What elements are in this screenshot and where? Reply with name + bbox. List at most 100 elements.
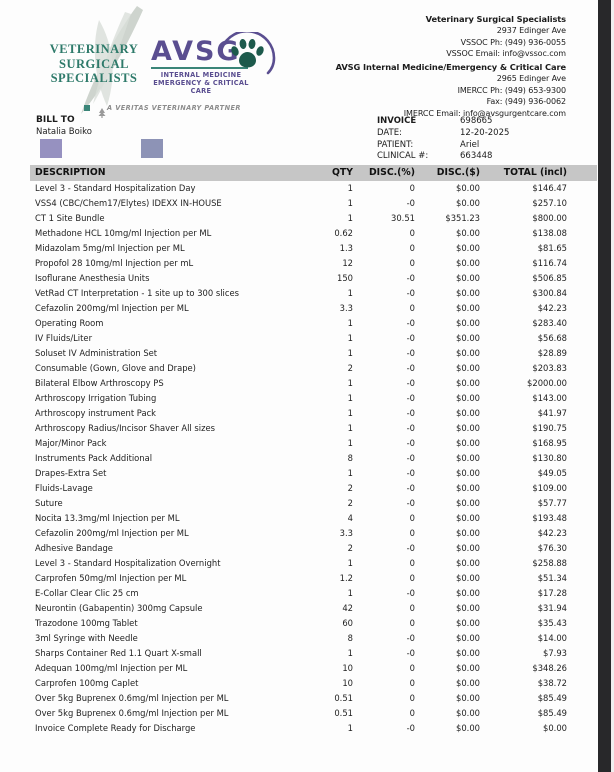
cell-disc-amt: $0.00	[456, 363, 480, 373]
invoice-clinical-value: 663448	[460, 151, 493, 162]
table-row: Instruments Pack Additional 8 -0 $0.00 $130.…	[30, 451, 597, 466]
cell-disc-amt: $0.00	[456, 528, 480, 538]
cell-description: VetRad CT Interpretation - 1 site up to …	[35, 288, 239, 298]
cell-disc-amt: $0.00	[456, 198, 480, 208]
table-row: VetRad CT Interpretation - 1 site up to …	[30, 286, 597, 301]
contact-line: 2965 Edinger Ave	[496, 74, 566, 84]
invoice-patient-value: Ariel	[460, 139, 480, 150]
feather-graphic	[55, 4, 155, 116]
vss-logo: VETERINARY SURGICAL SPECIALISTS	[44, 42, 144, 86]
cell-total: $146.47	[532, 183, 567, 193]
cell-disc-pct: 0	[409, 228, 415, 238]
invoice-patient-label: PATIENT:	[377, 139, 414, 150]
page-edge-highlight	[611, 0, 614, 772]
cell-disc-pct: -0	[406, 363, 415, 373]
invoice-date-row: DATE: 12-20-2025	[377, 128, 509, 140]
invoice-meta: INVOICE 698665 DATE: 12-20-2025 PATIENT:…	[377, 116, 509, 163]
cell-description: Methadone HCL 10mg/ml Injection per ML	[35, 228, 212, 238]
vss-logo-line: SURGICAL	[59, 56, 129, 71]
table-row: Consumable (Gown, Glove and Drape) 2 -0 $0.…	[30, 361, 597, 376]
cell-disc-pct: 0	[409, 618, 415, 628]
cell-qty: 150	[337, 273, 353, 283]
redaction-box	[141, 139, 163, 158]
cell-description: Bilateral Elbow Arthroscopy PS	[35, 378, 164, 388]
contact-line: IMERCC Ph: (949) 653-9300	[457, 85, 567, 95]
table-row: Cefazolin 200mg/ml Injection per ML 3.3 0 $…	[30, 526, 597, 541]
cell-total: $76.30	[537, 543, 567, 553]
cell-qty: 1	[347, 438, 353, 448]
cell-description: Arthroscopy Irrigation Tubing	[35, 393, 157, 403]
cell-disc-amt: $0.00	[456, 318, 480, 328]
table-row: Methadone HCL 10mg/ml Injection per ML 0.…	[30, 226, 597, 241]
cell-disc-pct: 0	[409, 678, 415, 688]
cell-qty: 1	[347, 648, 353, 658]
cell-disc-amt: $0.00	[456, 558, 480, 568]
cell-disc-amt: $0.00	[456, 393, 480, 403]
table-row: Cefazolin 200mg/ml Injection per ML 3.3 0 $…	[30, 301, 597, 316]
cell-total: $190.75	[532, 423, 567, 433]
cell-description: Neurontin (Gabapentin) 300mg Capsule	[35, 603, 203, 613]
cell-description: Sharps Container Red 1.1 Quart X-small	[35, 648, 202, 658]
cell-qty: 1	[347, 468, 353, 478]
paw-icon	[219, 29, 279, 78]
cell-total: $56.68	[537, 333, 567, 343]
cell-qty: 4	[347, 513, 353, 523]
cell-total: $41.97	[537, 408, 567, 418]
cell-qty: 1	[347, 558, 353, 568]
cell-disc-amt: $0.00	[456, 708, 480, 718]
invoice-patient-row: PATIENT: Ariel	[377, 140, 509, 152]
cell-qty: 0.62	[334, 228, 353, 238]
cell-disc-pct: -0	[406, 393, 415, 403]
cell-qty: 1.3	[339, 243, 353, 253]
cell-disc-pct: 0	[409, 708, 415, 718]
cell-disc-amt: $0.00	[456, 408, 480, 418]
invoice-table-body: Level 3 - Standard Hospitalization Day 1 0…	[30, 181, 597, 736]
cell-total: $14.00	[537, 633, 567, 643]
contact-block-avsg: AVSG Internal Medicine/Emergency & Criti…	[336, 62, 567, 119]
cell-description: IV Fluids/Liter	[35, 333, 93, 343]
cell-disc-amt: $0.00	[456, 243, 480, 253]
contact-line: IMERCC Email: info@avsgurgentcare.com	[403, 108, 566, 118]
table-row: Carprofen 100mg Caplet 10 0 $0.00 $38.72	[30, 676, 597, 691]
cell-qty: 1	[347, 198, 353, 208]
table-row: Arthroscopy Irrigation Tubing 1 -0 $0.00 $14…	[30, 391, 597, 406]
cell-description: Isoflurane Anesthesia Units	[35, 273, 150, 283]
cell-disc-amt: $0.00	[456, 513, 480, 523]
table-row: Adhesive Bandage 2 -0 $0.00 $76.30	[30, 541, 597, 556]
cell-disc-pct: -0	[406, 348, 415, 358]
cell-description: Major/Minor Pack	[35, 438, 107, 448]
table-row: Sharps Container Red 1.1 Quart X-small 1 -…	[30, 646, 597, 661]
cell-qty: 1	[347, 378, 353, 388]
table-row: Adequan 100mg/ml Injection per ML 10 0 $0.0…	[30, 661, 597, 676]
cell-total: $193.48	[532, 513, 567, 523]
cell-qty: 1	[347, 408, 353, 418]
cell-disc-pct: 0	[409, 183, 415, 193]
vss-logo-line: SPECIALISTS	[50, 71, 138, 85]
invoice-clinical-row: CLINICAL #: 663448	[377, 151, 509, 163]
cell-disc-pct: -0	[406, 198, 415, 208]
redaction-box	[40, 139, 62, 158]
cell-disc-pct: 0	[409, 558, 415, 568]
cell-qty: 0.51	[334, 693, 353, 703]
cell-total: $800.00	[532, 213, 567, 223]
table-row: Operating Room 1 -0 $0.00 $283.40	[30, 316, 597, 331]
cell-description: Arthroscopy Radius/Incisor Shaver All si…	[35, 423, 215, 433]
invoice-number-label: INVOICE	[377, 116, 417, 126]
cell-qty: 1	[347, 393, 353, 403]
avsg-caption-2: EMERGENCY & CRITICAL CARE	[153, 79, 249, 95]
cell-disc-amt: $0.00	[456, 333, 480, 343]
cell-disc-amt: $0.00	[456, 618, 480, 628]
cell-disc-pct: -0	[406, 483, 415, 493]
cell-disc-pct: -0	[406, 498, 415, 508]
cell-total: $42.23	[537, 303, 567, 313]
cell-description: Suture	[35, 498, 63, 508]
cell-disc-amt: $0.00	[456, 648, 480, 658]
cell-description: Carprofen 100mg Caplet	[35, 678, 139, 688]
cell-disc-pct: 0	[409, 513, 415, 523]
table-row: Bilateral Elbow Arthroscopy PS 1 -0 $0.00 $2…	[30, 376, 597, 391]
cell-description: Propofol 28 10mg/ml Injection per mL	[35, 258, 194, 268]
contact-line: 2937 Edinger Ave	[496, 26, 566, 36]
cell-qty: 2	[347, 543, 353, 553]
cell-disc-pct: -0	[406, 468, 415, 478]
cell-description: CT 1 Site Bundle	[35, 213, 105, 223]
